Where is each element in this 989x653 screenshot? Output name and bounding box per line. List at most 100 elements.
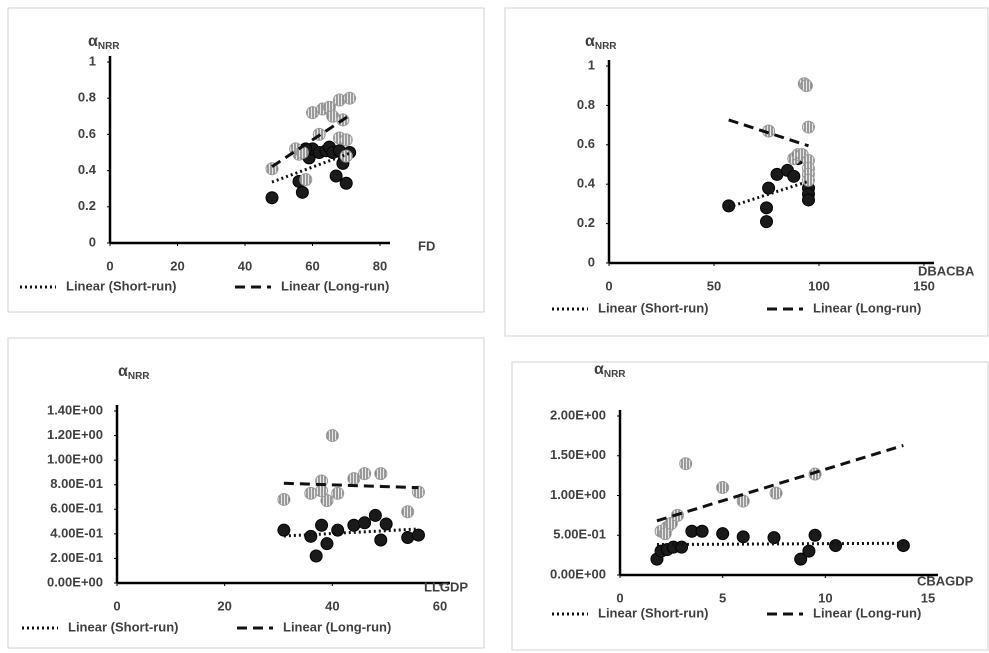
y-tick-label: 1 <box>588 57 595 72</box>
scatter-point <box>340 150 352 162</box>
y-tick-label: 0.4 <box>78 162 97 177</box>
y-tick-label: 1.40E+00 <box>47 402 103 417</box>
scatter-point <box>332 487 344 499</box>
scatter-point <box>788 170 800 182</box>
scatter-point <box>369 509 381 521</box>
y-tick-label: 1 <box>89 53 96 68</box>
y-label-subscript: NRR <box>595 41 617 52</box>
x-tick-label: 20 <box>170 258 184 273</box>
scatter-point <box>278 493 290 505</box>
x-tick-label: 80 <box>373 258 387 273</box>
scatter-point <box>340 134 352 146</box>
y-tick-label: 0 <box>588 254 595 269</box>
scatter-point <box>266 192 278 204</box>
scatter-point <box>803 194 815 206</box>
y-tick-label: 0.2 <box>78 198 96 213</box>
scatter-point <box>803 545 815 557</box>
y-tick-label: 1.00E+00 <box>550 487 606 502</box>
scatter-point <box>348 519 360 531</box>
legend-label: Linear (Long-run) <box>281 278 389 293</box>
y-tick-label: 1.20E+00 <box>47 427 103 442</box>
y-label-subscript: NRR <box>604 369 626 380</box>
y-tick-label: 0.8 <box>577 97 595 112</box>
x-tick-label: 10 <box>818 590 832 605</box>
y-tick-label: 0.8 <box>78 90 96 105</box>
y-tick-label: 0 <box>89 234 96 249</box>
x-tick-label: 150 <box>913 278 935 293</box>
scatter-point <box>761 202 773 214</box>
y-label-symbol: α <box>594 361 604 378</box>
y-tick-label: 0.2 <box>577 215 595 230</box>
y-label-symbol: α <box>585 33 595 50</box>
y-tick-label: 0.6 <box>577 136 595 151</box>
scatter-point <box>326 430 338 442</box>
scatter-point <box>830 540 842 552</box>
y-tick-label: 4.00E-01 <box>50 525 103 540</box>
legend-label: Linear (Short-run) <box>66 278 177 293</box>
scatter-point <box>809 529 821 541</box>
scatter-point <box>321 538 333 550</box>
y-label-symbol: α <box>118 363 128 380</box>
legend-label: Linear (Short-run) <box>598 605 709 620</box>
scatter-point <box>296 186 308 198</box>
x-axis-label: DBACBA <box>918 263 975 278</box>
x-tick-label: 100 <box>808 278 830 293</box>
scatter-point <box>316 519 328 531</box>
scatter-point <box>402 532 414 544</box>
legend-label: Linear (Long-run) <box>283 619 391 634</box>
y-tick-label: 0.6 <box>78 126 96 141</box>
y-tick-label: 8.00E-01 <box>50 476 103 491</box>
y-tick-label: 0.00E+00 <box>47 574 103 589</box>
y-label-subscript: NRR <box>128 371 150 382</box>
legend-label: Linear (Short-run) <box>68 619 179 634</box>
x-axis-label: FD <box>418 238 435 253</box>
x-axis-label: CBAGDP <box>917 573 974 588</box>
scatter-point <box>768 532 780 544</box>
y-tick-label: 1.50E+00 <box>550 447 606 462</box>
figure: αNRRFD00.20.40.60.81020406080Linear (Sho… <box>0 0 989 653</box>
x-tick-label: 60 <box>433 598 447 613</box>
scatter-point <box>340 177 352 189</box>
x-tick-label: 0 <box>106 258 113 273</box>
x-tick-label: 0 <box>616 590 623 605</box>
x-axis-label: LLGDP <box>424 579 468 594</box>
x-tick-label: 15 <box>921 590 935 605</box>
scatter-point <box>300 174 312 186</box>
y-label-subscript: NRR <box>98 41 120 52</box>
scatter-point <box>737 531 749 543</box>
scatter-point <box>359 468 371 480</box>
scatter-point <box>305 530 317 542</box>
scatter-point <box>344 92 356 104</box>
y-tick-label: 1.00E+00 <box>47 452 103 467</box>
x-tick-label: 20 <box>217 598 231 613</box>
scatter-point <box>412 529 424 541</box>
scatter-point <box>330 170 342 182</box>
scatter-point <box>375 534 387 546</box>
x-tick-label: 50 <box>707 278 721 293</box>
scatter-point <box>717 482 729 494</box>
y-tick-label: 2.00E-01 <box>50 550 103 565</box>
x-tick-label: 0 <box>605 278 612 293</box>
scatter-point <box>770 487 782 499</box>
scatter-point <box>316 485 328 497</box>
scatter-point <box>402 506 414 518</box>
y-tick-label: 5.00E-01 <box>553 527 606 542</box>
legend-label: Linear (Long-run) <box>813 605 921 620</box>
y-tick-label: 6.00E-01 <box>50 501 103 516</box>
scatter-point <box>278 524 290 536</box>
scatter-point <box>359 517 371 529</box>
scatter-point <box>800 80 812 92</box>
scatter-point <box>375 468 387 480</box>
scatter-point <box>803 121 815 133</box>
scatter-point <box>305 487 317 499</box>
y-label-symbol: α <box>88 33 98 50</box>
scatter-point <box>717 528 729 540</box>
x-tick-label: 40 <box>238 258 252 273</box>
y-tick-label: 2.00E+00 <box>550 407 606 422</box>
x-tick-label: 60 <box>305 258 319 273</box>
legend-label: Linear (Long-run) <box>813 300 921 315</box>
scatter-point <box>761 216 773 228</box>
x-tick-label: 40 <box>325 598 339 613</box>
scatter-point <box>659 528 671 540</box>
scatter-point <box>696 525 708 537</box>
